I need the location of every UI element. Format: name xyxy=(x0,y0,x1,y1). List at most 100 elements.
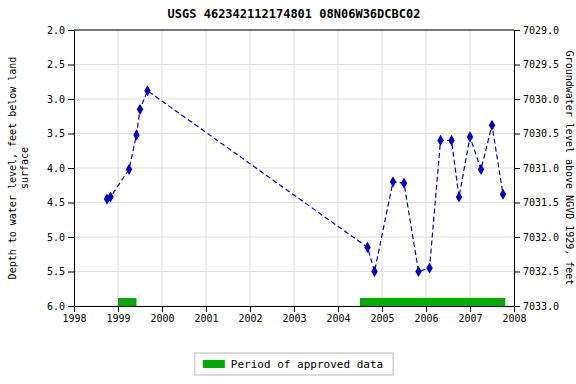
marks xyxy=(104,85,506,306)
grid-line xyxy=(74,168,514,169)
marker xyxy=(371,266,377,277)
chart: 1998 1999 2000 2001 2002 2003 2004 2005 2006 2007… xyxy=(0,0,576,384)
tick-mark xyxy=(68,203,74,204)
tick-label: 7029.0 xyxy=(523,25,559,36)
tick-label: 2004 xyxy=(326,313,350,324)
grid-line xyxy=(74,133,514,134)
tick-mark xyxy=(514,306,520,307)
tick-mark xyxy=(250,306,251,312)
tick-mark xyxy=(68,134,74,135)
tick: 2001 xyxy=(194,306,218,324)
marker xyxy=(500,189,506,200)
axis-line xyxy=(68,31,75,307)
legend: Period of approved data xyxy=(195,353,393,375)
tick-mark xyxy=(514,134,520,135)
x-axis: 1998 1999 2000 2001 2002 2003 2004 2005 2006 2007… xyxy=(62,306,526,324)
tick-label: 2005 xyxy=(370,313,394,324)
tick-mark xyxy=(206,306,207,312)
marker xyxy=(401,178,407,189)
tick-mark xyxy=(68,65,74,66)
grid xyxy=(74,30,514,306)
tick-mark xyxy=(514,237,520,238)
tick: 4.5 xyxy=(47,197,74,208)
marker xyxy=(390,176,396,187)
tick-mark xyxy=(68,272,74,273)
tick-mark xyxy=(514,203,520,204)
tick-mark xyxy=(68,30,74,31)
marker xyxy=(126,164,132,175)
grid-line xyxy=(74,64,514,65)
tick: 2002 xyxy=(238,306,262,324)
marker xyxy=(437,135,443,146)
line xyxy=(107,91,503,272)
tick-label: 3.5 xyxy=(47,128,65,139)
tick: 2006 xyxy=(414,306,438,324)
tick: 3.5 xyxy=(47,128,74,139)
tick: 2.5 xyxy=(47,59,74,70)
marker xyxy=(133,129,139,140)
tick-label: 7029.5 xyxy=(523,59,559,70)
frame-line xyxy=(74,30,514,31)
tick-mark xyxy=(294,306,295,312)
tick-label: 6.0 xyxy=(47,301,65,312)
tick-mark xyxy=(68,168,74,169)
marker xyxy=(478,164,484,175)
tick-label: 2006 xyxy=(414,313,438,324)
tick: 2003 xyxy=(282,306,306,324)
tick-mark xyxy=(118,306,119,312)
tick-label: 1999 xyxy=(106,313,130,324)
tick-label: 7032.0 xyxy=(523,232,559,243)
tick-mark xyxy=(514,30,520,31)
tick: 5.0 xyxy=(47,232,74,243)
tick-label: 2002 xyxy=(238,313,262,324)
tick-mark xyxy=(68,237,74,238)
grid-line xyxy=(74,30,514,31)
tick-label: 2007 xyxy=(458,313,482,324)
tick-mark xyxy=(514,272,520,273)
tick-label: 7030.5 xyxy=(523,128,559,139)
tick: 1998 xyxy=(62,306,86,324)
tick: 3.0 xyxy=(47,94,74,105)
tick: 7032.0 xyxy=(514,232,559,243)
marker xyxy=(107,191,113,202)
legend-label: Period of approved data xyxy=(231,358,383,371)
tick-mark xyxy=(514,168,520,169)
tick-label: 2.0 xyxy=(47,25,65,36)
tick: 7033.0 xyxy=(514,301,559,312)
marker xyxy=(456,191,462,202)
marker xyxy=(448,135,454,146)
approved-period xyxy=(118,298,136,306)
tick: 7032.5 xyxy=(514,266,559,277)
marker xyxy=(467,131,473,142)
approved-period xyxy=(360,298,505,306)
marker xyxy=(415,266,421,277)
marker xyxy=(144,85,150,96)
tick-mark xyxy=(68,99,74,100)
plot-area: 1998 1999 2000 2001 2002 2003 2004 2005 2006 2007… xyxy=(47,25,559,324)
tick-mark xyxy=(338,306,339,312)
tick-label: 7031.0 xyxy=(523,163,559,174)
tick-label: 4.5 xyxy=(47,197,65,208)
y2-axis: 7029.0 7029.5 7030.0 7030.5 7031.0 7031.5 7032… xyxy=(514,25,559,312)
tick-label: 4.0 xyxy=(47,163,65,174)
tick-label: 5.0 xyxy=(47,232,65,243)
tick: 7029.0 xyxy=(514,25,559,36)
tick-mark xyxy=(426,306,427,312)
tick: 2005 xyxy=(370,306,394,324)
tick-label: 5.5 xyxy=(47,266,65,277)
tick-label: 1998 xyxy=(62,313,86,324)
tick-label: 3.0 xyxy=(47,94,65,105)
tick-label: 2.5 xyxy=(47,59,65,70)
tick: 7030.0 xyxy=(514,94,559,105)
tick-label: 2003 xyxy=(282,313,306,324)
marker xyxy=(364,242,370,253)
tick-label: 7033.0 xyxy=(523,301,559,312)
tick-label: 2008 xyxy=(502,313,526,324)
tick-mark xyxy=(68,306,74,307)
tick: 6.0 xyxy=(47,301,74,312)
tick-label: 7031.5 xyxy=(523,197,559,208)
marker xyxy=(426,262,432,273)
tick: 2000 xyxy=(150,306,174,324)
grid-line xyxy=(74,237,514,238)
grid-line xyxy=(74,271,514,272)
